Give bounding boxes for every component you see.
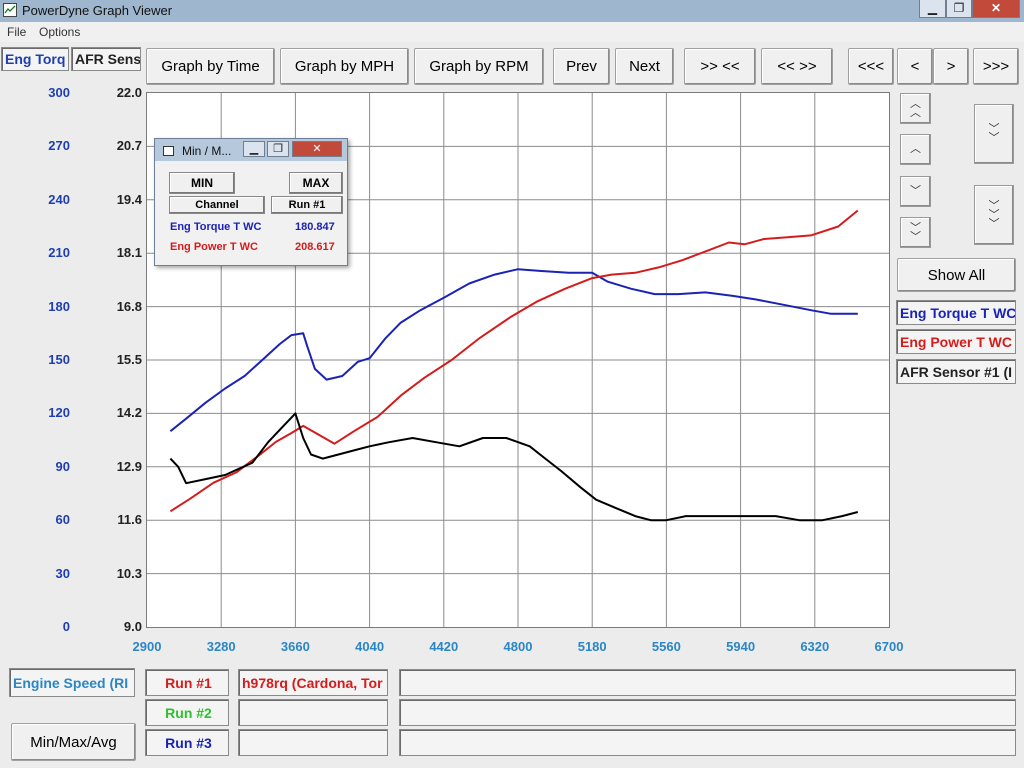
y-afr-tick-label: 11.6: [117, 512, 142, 528]
triple-down-chevron-icon[interactable]: ﹀ ﹀ ﹀: [974, 185, 1014, 245]
x-axis-channel-field[interactable]: Engine Speed (RI: [9, 668, 135, 697]
x-tick-label: 2900: [132, 639, 162, 654]
row-value-power: 208.617: [295, 241, 335, 253]
scroll-right-button[interactable]: >: [933, 48, 969, 85]
row-channel-torque: Eng Torque T WC: [170, 221, 262, 233]
window-title: PowerDyne Graph Viewer: [22, 3, 173, 18]
up-chevron-icon[interactable]: ︿: [900, 134, 931, 165]
min-button[interactable]: MIN: [169, 172, 235, 194]
double-down-chevron-icon[interactable]: ﹀ ﹀: [900, 217, 931, 248]
scroll-far-right-button[interactable]: >>>: [973, 48, 1019, 85]
x-tick-label: 6700: [874, 639, 904, 654]
y-left-tick-label: 210: [48, 245, 70, 261]
y-left-tick-label: 180: [48, 298, 70, 314]
scroll-left-button[interactable]: <: [897, 48, 933, 85]
minimize-button[interactable]: ▁: [919, 0, 946, 18]
y-afr-tick-label: 22.0: [116, 85, 142, 100]
y-left-tick-label: 300: [48, 85, 70, 100]
y-left-tick-label: 270: [48, 138, 70, 154]
window-title-bar: PowerDyne Graph Viewer ▁ ❐ ✕: [0, 0, 1024, 23]
run2-name-field[interactable]: [238, 699, 388, 726]
menu-bar: File Options: [0, 22, 1024, 42]
max-button[interactable]: MAX: [289, 172, 343, 194]
graph-by-rpm-button[interactable]: Graph by RPM: [414, 48, 544, 85]
y-afr-tick-label: 15.5: [116, 352, 142, 367]
left-axis-channel-torque[interactable]: Eng Torq: [1, 47, 69, 71]
double-down-chevron-icon-right-top[interactable]: ﹀ ﹀: [974, 104, 1014, 164]
y-afr-tick-label: 20.7: [116, 138, 142, 154]
min-max-title: Min / M...: [182, 144, 232, 158]
y-afr-tick-label: 12.9: [116, 458, 142, 474]
run1-info-field[interactable]: [399, 669, 1016, 696]
run2-info-field[interactable]: [399, 699, 1016, 726]
y-afr-tick-label: 18.1: [116, 245, 142, 261]
series-line-afr: [169, 412, 859, 522]
series-line-torque: [169, 268, 858, 432]
scroll-far-left-button[interactable]: <<<: [848, 48, 894, 85]
x-tick-label: 3660: [280, 639, 310, 654]
series-line-power: [169, 209, 859, 513]
double-up-chevron-icon[interactable]: ︿ ︿: [900, 93, 931, 124]
y-left-tick-label: 90: [55, 458, 70, 474]
y-left-tick-label: 0: [62, 619, 70, 634]
min-max-close-button[interactable]: ✕: [292, 141, 342, 157]
min-max-title-bar: Min / M... ▁ ❐ ✕: [155, 139, 347, 161]
y-afr-tick-label: 9.0: [123, 619, 142, 634]
row-value-torque: 180.847: [295, 221, 335, 233]
y-afr-tick-label: 10.3: [116, 565, 142, 581]
x-tick-label: 4420: [429, 639, 459, 654]
x-tick-label: 4800: [503, 639, 533, 654]
restore-button[interactable]: ❐: [946, 0, 972, 18]
left-axis-channel-afr[interactable]: AFR Sens: [71, 47, 141, 71]
x-tick-label: 4040: [355, 639, 385, 654]
y-afr-tick-label: 19.4: [116, 191, 142, 207]
channel-torque-item[interactable]: Eng Torque T WC: [896, 300, 1016, 325]
channel-power-item[interactable]: Eng Power T WC: [896, 329, 1016, 354]
run3-name-field[interactable]: [238, 729, 388, 756]
menu-options[interactable]: Options: [39, 25, 81, 39]
window-icon: [163, 146, 174, 156]
graph-by-mph-button[interactable]: Graph by MPH: [280, 48, 409, 85]
menu-file[interactable]: File: [7, 25, 27, 39]
down-chevron-icon[interactable]: ﹀: [900, 176, 931, 207]
x-tick-label: 3280: [206, 639, 236, 654]
y-left-tick-label: 240: [48, 191, 70, 207]
x-tick-label: 5940: [726, 639, 756, 654]
app-graph-icon: [3, 3, 17, 17]
close-button[interactable]: ✕: [972, 0, 1020, 18]
zoom-out-button[interactable]: << >>: [761, 48, 833, 85]
run3-label[interactable]: Run #3: [145, 729, 229, 756]
graph-by-time-button[interactable]: Graph by Time: [146, 48, 275, 85]
next-button[interactable]: Next: [615, 48, 674, 85]
x-tick-label: 5560: [651, 639, 681, 654]
show-all-button[interactable]: Show All: [897, 258, 1016, 292]
run2-label[interactable]: Run #2: [145, 699, 229, 726]
min-max-minimize-button[interactable]: ▁: [243, 141, 265, 157]
run1-label[interactable]: Run #1: [145, 669, 229, 696]
zoom-in-button[interactable]: >> <<: [684, 48, 756, 85]
channel-column-header[interactable]: Channel: [169, 196, 265, 214]
channel-afr-item[interactable]: AFR Sensor #1 (I: [896, 359, 1016, 384]
run3-info-field[interactable]: [399, 729, 1016, 756]
y-left-tick-label: 30: [55, 565, 70, 581]
x-tick-label: 6320: [800, 639, 830, 654]
y-left-tick-label: 60: [55, 512, 70, 528]
y-afr-tick-label: 16.8: [116, 298, 142, 314]
y-left-tick-label: 150: [48, 352, 70, 367]
min-max-window: Min / M... ▁ ❐ ✕ MIN MAX Channel Run #1 …: [154, 138, 348, 266]
min-max-restore-button[interactable]: ❐: [267, 141, 289, 157]
row-channel-power: Eng Power T WC: [170, 241, 258, 253]
y-left-tick-label: 120: [48, 405, 70, 421]
run1-name-field[interactable]: h978rq (Cardona, Tor: [238, 669, 388, 696]
x-tick-label: 5180: [577, 639, 607, 654]
prev-button[interactable]: Prev: [553, 48, 610, 85]
run-column-header[interactable]: Run #1: [271, 196, 343, 214]
y-afr-tick-label: 14.2: [116, 405, 142, 421]
min-max-avg-button[interactable]: Min/Max/Avg: [11, 723, 136, 761]
